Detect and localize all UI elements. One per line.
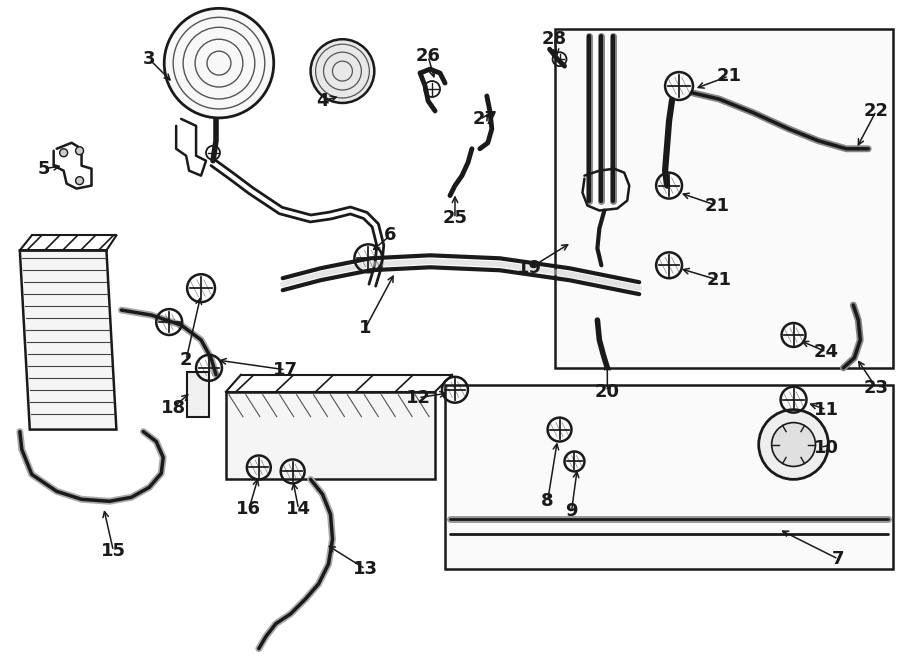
Text: 7: 7 (832, 550, 844, 568)
Bar (226, 392, 435, 479)
Text: 11: 11 (814, 401, 839, 418)
Text: 19: 19 (518, 259, 542, 277)
Circle shape (310, 39, 374, 103)
Text: 21: 21 (705, 196, 729, 215)
Text: 17: 17 (274, 361, 298, 379)
Circle shape (76, 176, 84, 184)
Text: 25: 25 (443, 210, 467, 227)
Polygon shape (20, 251, 116, 430)
Text: 27: 27 (472, 110, 498, 128)
Text: 16: 16 (237, 500, 261, 518)
Circle shape (76, 147, 84, 155)
Text: 20: 20 (595, 383, 620, 401)
Text: 5: 5 (38, 160, 50, 178)
Text: 13: 13 (353, 560, 378, 578)
Text: 24: 24 (814, 343, 839, 361)
Text: 12: 12 (406, 389, 430, 407)
Bar (445, 385, 893, 569)
Text: 21: 21 (716, 67, 742, 85)
Text: 14: 14 (286, 500, 311, 518)
Text: 6: 6 (384, 227, 397, 245)
Text: 9: 9 (565, 502, 578, 520)
Text: 22: 22 (864, 102, 888, 120)
Text: 4: 4 (316, 92, 328, 110)
Text: 2: 2 (180, 351, 193, 369)
Text: 8: 8 (541, 492, 554, 510)
Bar (187, 372, 209, 416)
Text: 15: 15 (101, 542, 126, 560)
Circle shape (59, 149, 68, 157)
Text: 3: 3 (143, 50, 156, 68)
Text: 21: 21 (706, 271, 732, 290)
Text: 1: 1 (359, 319, 372, 337)
Circle shape (771, 422, 815, 467)
Text: 23: 23 (864, 379, 888, 397)
Text: 28: 28 (542, 30, 567, 48)
Circle shape (759, 410, 828, 479)
Text: 26: 26 (416, 47, 441, 65)
Text: 10: 10 (814, 438, 839, 457)
Bar (554, 29, 893, 368)
Text: 18: 18 (160, 399, 185, 416)
Circle shape (164, 9, 274, 118)
